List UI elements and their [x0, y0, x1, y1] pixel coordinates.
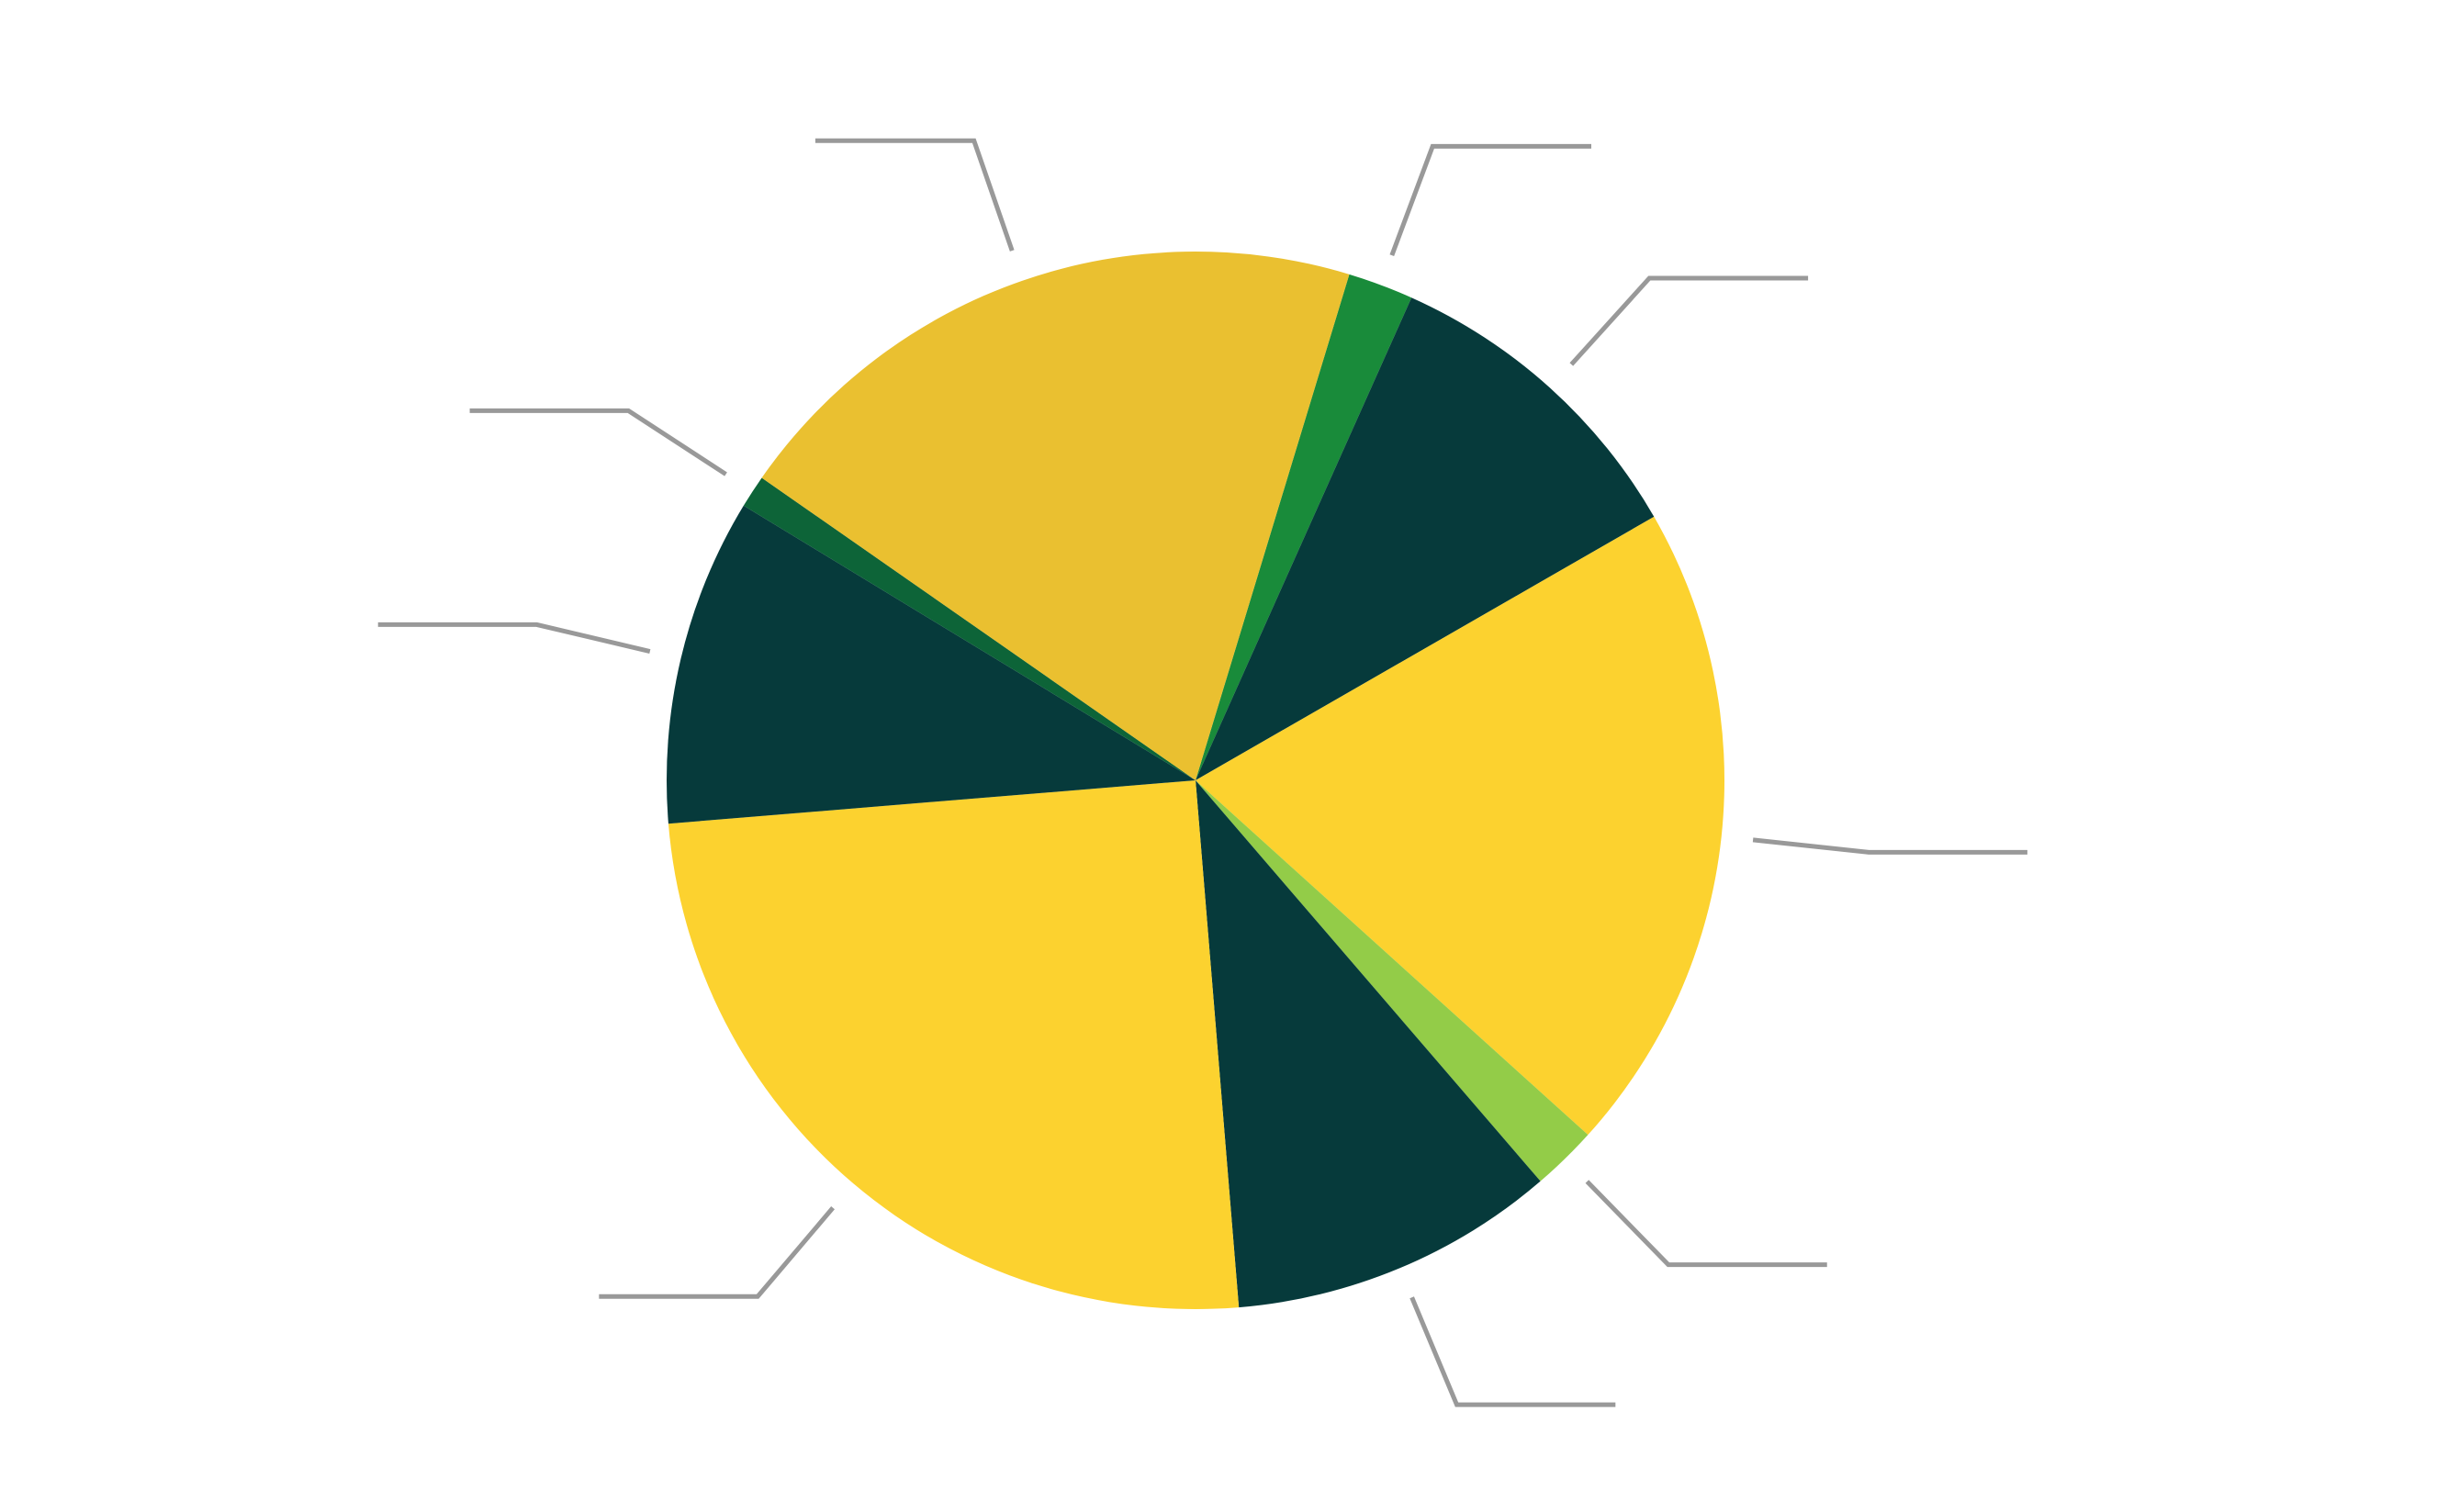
leader-line [377, 622, 651, 654]
leader-line [469, 408, 727, 476]
pie-slice [761, 252, 1350, 780]
leader-line [814, 138, 1015, 252]
leader-line [1409, 1296, 1616, 1407]
leader-line [1569, 275, 1809, 366]
pie-slice [743, 477, 1196, 780]
pie-slice [1196, 516, 1724, 1136]
leader-line [1389, 143, 1592, 256]
pie-slice [1196, 274, 1412, 780]
pie-slice [1196, 297, 1655, 780]
pie-slice [1196, 780, 1589, 1182]
pie-slice [1196, 780, 1541, 1308]
pie-slice [668, 780, 1240, 1309]
leader-line [1752, 837, 2027, 855]
leader-line [1585, 1180, 1827, 1268]
pie-slice [666, 505, 1196, 824]
leader-line [599, 1206, 836, 1299]
